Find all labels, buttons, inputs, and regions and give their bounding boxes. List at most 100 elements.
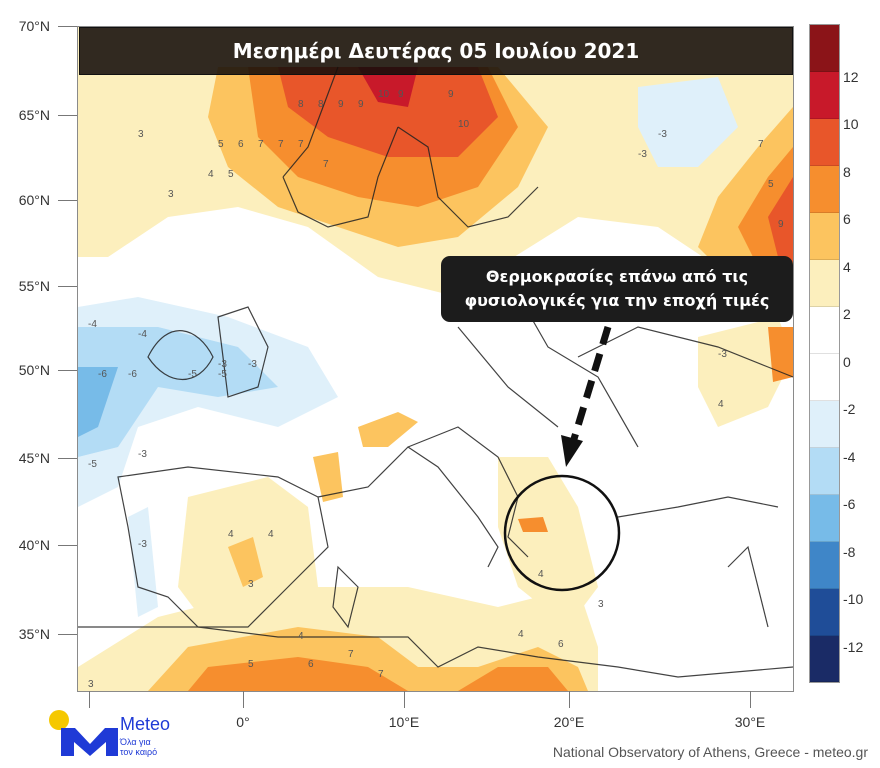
lon-label: 20°E [553,714,585,730]
svg-text:8: 8 [298,99,304,110]
colorbar-swatch [810,542,839,589]
svg-text:7: 7 [348,649,354,660]
svg-text:5: 5 [768,179,774,190]
map-shading: 8 8 9 9 10 9 9 10 7 7 7 7 5 6 4 5 3 3 -4 -4 -6 -6 -5 -5 -5… [78,27,793,691]
svg-text:5: 5 [218,139,224,150]
lon-tick [89,691,90,708]
colorbar-label: -6 [843,496,856,512]
colorbar-swatch [810,25,839,72]
colorbar-label: -4 [843,449,856,465]
svg-text:7: 7 [758,139,764,150]
svg-text:-3: -3 [638,149,647,160]
lat-tick [58,634,77,635]
svg-text:9: 9 [358,99,364,110]
svg-text:3: 3 [88,679,94,690]
colorbar-swatch [810,354,839,401]
svg-text:4: 4 [228,529,234,540]
svg-text:-4: -4 [88,319,97,330]
colorbar-label: 4 [843,259,851,275]
svg-text:6: 6 [558,639,564,650]
colorbar-swatch [810,307,839,354]
logo-tagline: Όλα για τον καιρό [120,737,157,757]
lon-label: 0° [236,714,250,730]
svg-text:7: 7 [278,139,284,150]
svg-text:-3: -3 [248,359,257,370]
lat-label: 55°N [18,278,50,294]
logo-tagline-line-2: τον καιρό [120,747,158,757]
svg-text:10: 10 [378,89,390,100]
colorbar-label: 8 [843,164,851,180]
annotation-callout: Θερμοκρασίες επάνω από τις φυσιολογικές … [441,256,793,322]
anomaly-map: 8 8 9 9 10 9 9 10 7 7 7 7 5 6 4 5 3 3 -4 -4 -6 -6 -5 -5 -5… [77,26,794,692]
lat-tick [58,200,77,201]
svg-text:-5: -5 [188,369,197,380]
svg-text:-5: -5 [218,369,227,380]
svg-text:9: 9 [448,89,454,100]
svg-text:4: 4 [208,169,214,180]
colorbar-swatch [810,119,839,166]
colorbar [809,24,840,683]
svg-text:3: 3 [168,189,174,200]
lat-tick [58,370,77,371]
greece-highlight-circle [503,474,621,592]
map-title-bar: Μεσημέρι Δευτέρας 05 Ιουλίου 2021 [79,27,793,75]
lon-label: 10°E [388,714,420,730]
lon-tick [243,691,244,708]
logo-name: Meteo [120,714,171,734]
svg-text:4: 4 [298,631,304,642]
colorbar-swatch [810,260,839,307]
colorbar-label: 0 [843,354,851,370]
svg-text:-6: -6 [98,369,107,380]
lat-tick [58,545,77,546]
svg-text:3: 3 [248,579,254,590]
meteo-logo-icon [49,710,118,756]
svg-text:4: 4 [718,399,724,410]
svg-text:6: 6 [238,139,244,150]
svg-text:5: 5 [248,659,254,670]
lat-label: 45°N [18,450,50,466]
logo-tagline-line-1: Όλα για [120,737,151,747]
colorbar-label: 12 [843,69,859,85]
colorbar-label: -12 [843,639,864,655]
callout-line-1: Θερμοκρασίες επάνω από τις [485,267,749,286]
colorbar-swatch [810,589,839,636]
colorbar-swatch [810,401,839,448]
lon-label: 30°E [734,714,766,730]
colorbar-swatch [810,213,839,260]
svg-text:7: 7 [378,669,384,680]
svg-text:-3: -3 [138,539,147,550]
callout-line-2: φυσιολογικές για την εποχή τιμές [464,291,770,310]
lat-label: 60°N [18,192,50,208]
colorbar-label: 6 [843,211,851,227]
svg-text:4: 4 [538,569,544,580]
colorbar-swatch [810,636,839,682]
lon-tick [569,691,570,708]
lat-tick [58,458,77,459]
svg-text:-3: -3 [138,449,147,460]
lon-tick [750,691,751,708]
svg-text:3: 3 [138,129,144,140]
colorbar-swatch [810,448,839,495]
svg-text:6: 6 [308,659,314,670]
colorbar-label: 2 [843,306,851,322]
lat-tick [58,26,77,27]
svg-text:7: 7 [258,139,264,150]
svg-text:-3: -3 [658,129,667,140]
colorbar-label: -8 [843,544,856,560]
lat-label: 50°N [18,362,50,378]
svg-text:8: 8 [318,99,324,110]
svg-text:10: 10 [458,119,470,130]
colorbar-swatch [810,495,839,542]
colorbar-label: 10 [843,116,859,132]
lat-tick [58,115,77,116]
svg-text:7: 7 [298,139,304,150]
lat-label: 35°N [18,626,50,642]
svg-text:4: 4 [518,629,524,640]
lon-tick [404,691,405,708]
lat-label: 40°N [18,537,50,553]
colorbar-label: -2 [843,401,856,417]
svg-text:3: 3 [598,599,604,610]
svg-text:9: 9 [778,219,784,230]
svg-text:-5: -5 [88,459,97,470]
svg-text:9: 9 [338,99,344,110]
